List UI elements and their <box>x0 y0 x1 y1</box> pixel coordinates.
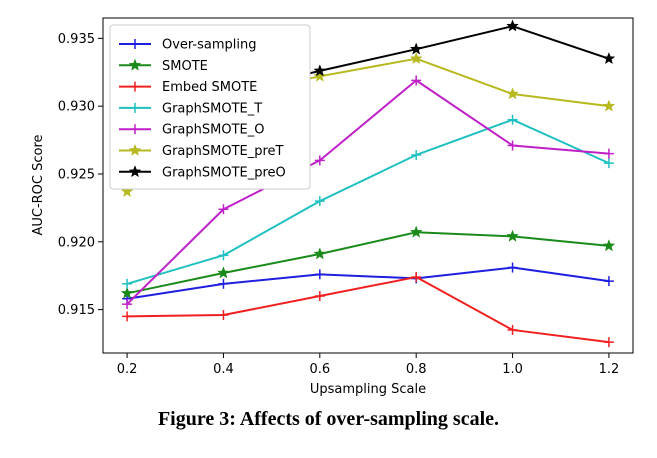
legend-box <box>109 24 311 190</box>
legend-label: GraphSMOTE_T <box>162 101 262 116</box>
series-smote <box>120 225 616 299</box>
legend-item: SMOTE <box>119 58 208 74</box>
x-axis-label: Upsampling Scale <box>310 382 426 397</box>
legend-marker <box>128 143 142 156</box>
legend-item: Over-sampling <box>119 38 257 53</box>
y-axis-ticks: 0.915 0.920 0.925 0.930 0.935 <box>58 32 103 318</box>
y-tick-label: 0.930 <box>58 100 95 115</box>
legend-marker <box>130 81 140 92</box>
data-point <box>603 276 614 287</box>
data-point <box>411 149 422 160</box>
data-point <box>313 247 327 260</box>
data-point <box>218 250 229 261</box>
legend-item: Embed SMOTE <box>119 80 257 95</box>
data-point <box>507 324 518 335</box>
axes-frame <box>102 17 634 354</box>
y-tick-label: 0.915 <box>58 303 95 318</box>
data-point <box>314 155 325 166</box>
data-point <box>218 278 229 289</box>
legend-marker <box>128 165 142 178</box>
data-point <box>411 75 422 86</box>
data-point <box>506 19 519 32</box>
legend-item: GraphSMOTE_O <box>119 123 264 138</box>
data-point <box>507 140 518 151</box>
data-point <box>603 158 614 169</box>
y-tick-label: 0.925 <box>58 167 95 182</box>
legend-item: GraphSMOTE_preT <box>119 143 284 159</box>
data-point <box>507 262 518 273</box>
x-axis-ticks: 0.2 0.4 0.6 0.8 1.0 1.2 <box>117 353 620 377</box>
data-point <box>602 239 616 252</box>
data-point <box>218 204 229 215</box>
data-point <box>122 311 133 322</box>
data-point <box>122 278 133 289</box>
data-point <box>313 69 327 82</box>
x-tick-label: 0.4 <box>213 362 234 377</box>
y-tick-label: 0.920 <box>58 235 95 250</box>
x-tick-label: 1.2 <box>599 362 620 377</box>
y-axis-label: AUC-ROC Score <box>31 134 46 235</box>
legend-label: Over-sampling <box>162 38 257 53</box>
legend-marker <box>128 58 142 71</box>
x-tick-label: 0.2 <box>117 362 138 377</box>
legend-marker <box>130 102 140 113</box>
legend-label: SMOTE <box>162 59 208 74</box>
data-point <box>122 299 133 310</box>
series-line <box>126 118 610 285</box>
legend-label: GraphSMOTE_O <box>162 123 264 138</box>
data-point <box>314 269 325 280</box>
series-graphsmote-o <box>122 75 614 310</box>
data-point <box>120 286 134 299</box>
data-point <box>507 114 518 125</box>
data-point <box>313 64 327 77</box>
data-point <box>603 148 614 159</box>
legend-marker <box>130 124 140 135</box>
data-point <box>506 229 519 242</box>
legend-marker <box>130 39 140 49</box>
data-point <box>314 196 325 207</box>
data-point <box>411 272 422 283</box>
data-point <box>314 291 325 302</box>
figure-caption: Figure 3: Affects of over-sampling scale… <box>157 408 500 430</box>
data-point <box>409 51 423 65</box>
x-tick-label: 1.0 <box>502 362 523 377</box>
data-point <box>506 87 519 100</box>
series-graphsmote-t <box>122 114 614 289</box>
series-line <box>126 231 610 295</box>
legend-label: GraphSMOTE_preO <box>162 165 286 180</box>
x-tick-label: 0.6 <box>309 362 330 377</box>
series-line <box>127 276 610 344</box>
series-embed-smote <box>122 272 614 348</box>
data-point <box>602 99 616 112</box>
data-point <box>409 42 423 55</box>
legend-item: GraphSMOTE_preO <box>119 165 286 180</box>
series-layer <box>120 19 616 348</box>
data-point <box>120 184 134 198</box>
legend-label: Embed SMOTE <box>162 80 257 95</box>
x-tick-label: 0.8 <box>406 362 427 377</box>
data-point <box>217 266 230 279</box>
series-line <box>126 79 609 305</box>
data-point <box>409 225 423 238</box>
data-point <box>218 310 229 321</box>
legend-item: GraphSMOTE_T <box>119 101 262 116</box>
plot-area <box>102 17 634 354</box>
data-point <box>602 51 616 65</box>
series-over-sampling <box>122 262 614 304</box>
data-point <box>603 337 614 348</box>
legend-label: GraphSMOTE_preT <box>162 144 284 159</box>
y-tick-label: 0.935 <box>58 32 95 47</box>
legend: Over-sampling SMOTE Embed SMOTE GraphSMOTE_… <box>109 24 311 190</box>
series-line <box>126 266 610 300</box>
